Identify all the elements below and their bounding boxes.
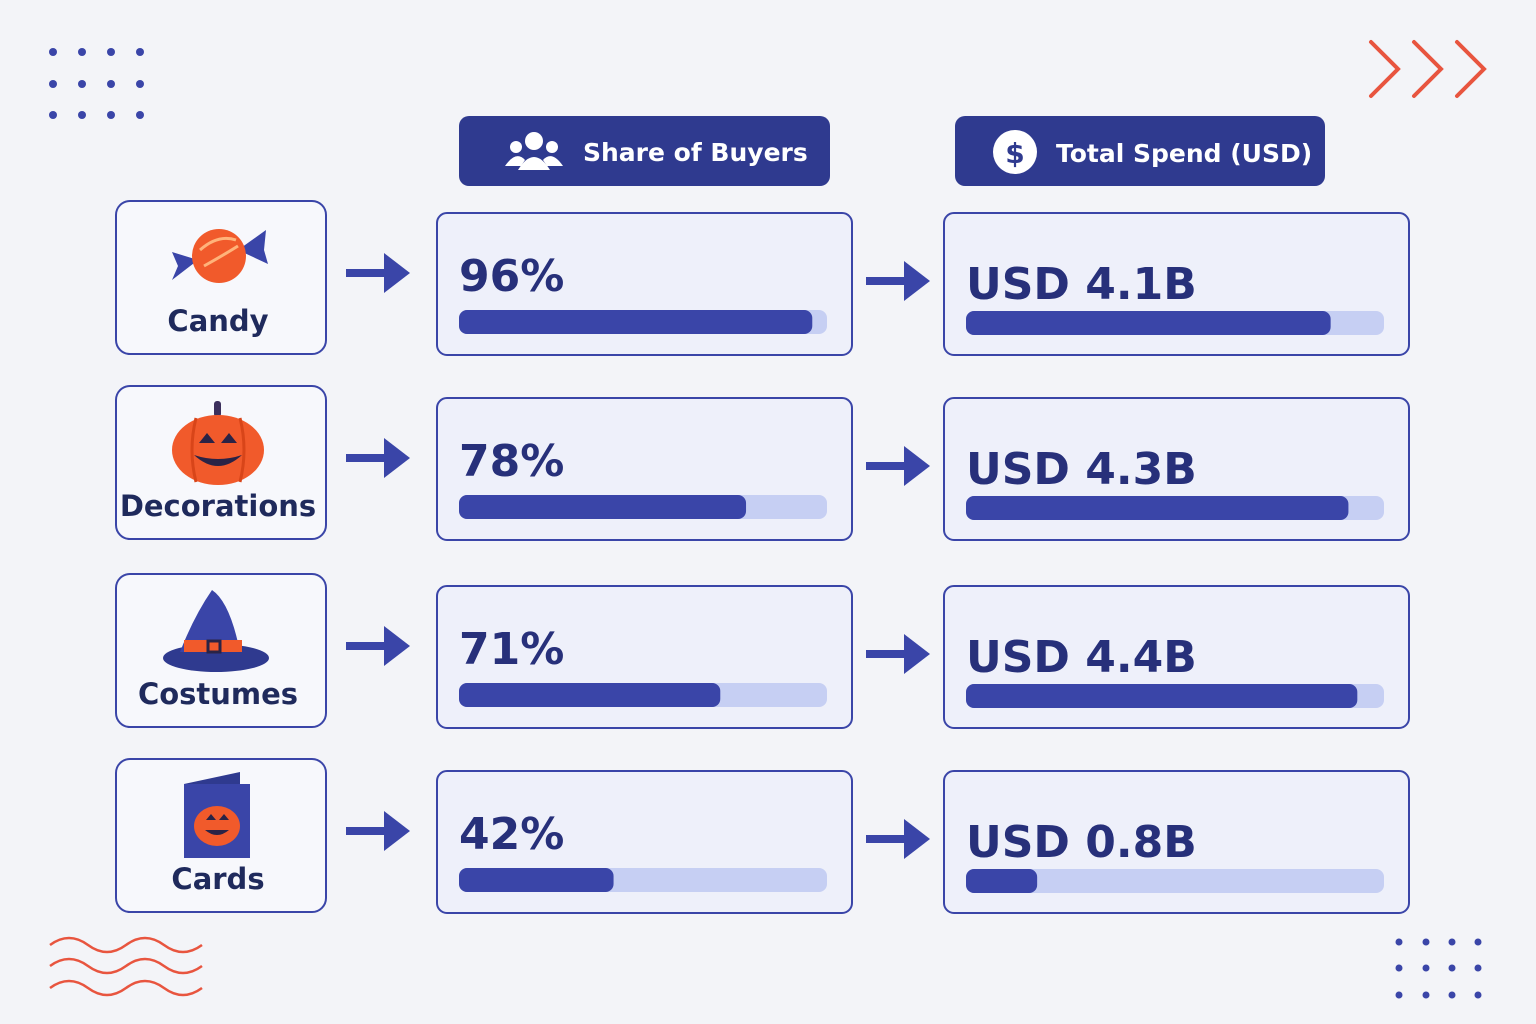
bar [966,684,1358,708]
pumpkin-icon [172,401,264,485]
bar [966,869,1038,893]
bar [459,495,747,519]
arrow [904,819,930,859]
header-label: Share of Buyers [583,138,808,167]
value-label: 71% [459,624,564,675]
value-label: USD 4.4B [966,632,1197,683]
value-label: USD 4.1B [966,259,1197,310]
arrow [384,253,410,293]
category-label: Candy [167,304,268,338]
bar [966,311,1331,335]
rows: Candy 96% USD 4.1B Decorations 78% USD 4.3B Co… [115,200,1410,914]
arrow [904,446,930,486]
category-label: Decorations [120,489,316,523]
arrow [384,626,410,666]
people-icon [505,132,563,170]
waves [49,936,203,997]
dollar-icon [993,130,1037,174]
arrow [384,438,410,478]
arrow [384,811,410,851]
category-label: Costumes [138,677,298,711]
bar [459,310,813,334]
hat-icon [163,590,269,672]
arrow [904,261,930,301]
value-label: 42% [459,809,564,860]
bar-track [966,869,1384,893]
header-pill [955,116,1325,186]
arrow [904,634,930,674]
dot-grid [49,48,1482,999]
bar [459,683,721,707]
value-label: USD 0.8B [966,817,1197,868]
header-label: Total Spend (USD) [1056,139,1312,168]
bar [966,496,1349,520]
header-pill [459,116,830,186]
bar [459,868,614,892]
value-label: 78% [459,436,564,487]
chevrons [1369,40,1487,98]
value-label: 96% [459,251,564,302]
value-label: USD 4.3B [966,444,1197,495]
category-label: Cards [171,862,264,896]
card-icon [184,772,250,858]
candy-icon [172,229,268,283]
dollar-icon: $ [1005,137,1024,170]
